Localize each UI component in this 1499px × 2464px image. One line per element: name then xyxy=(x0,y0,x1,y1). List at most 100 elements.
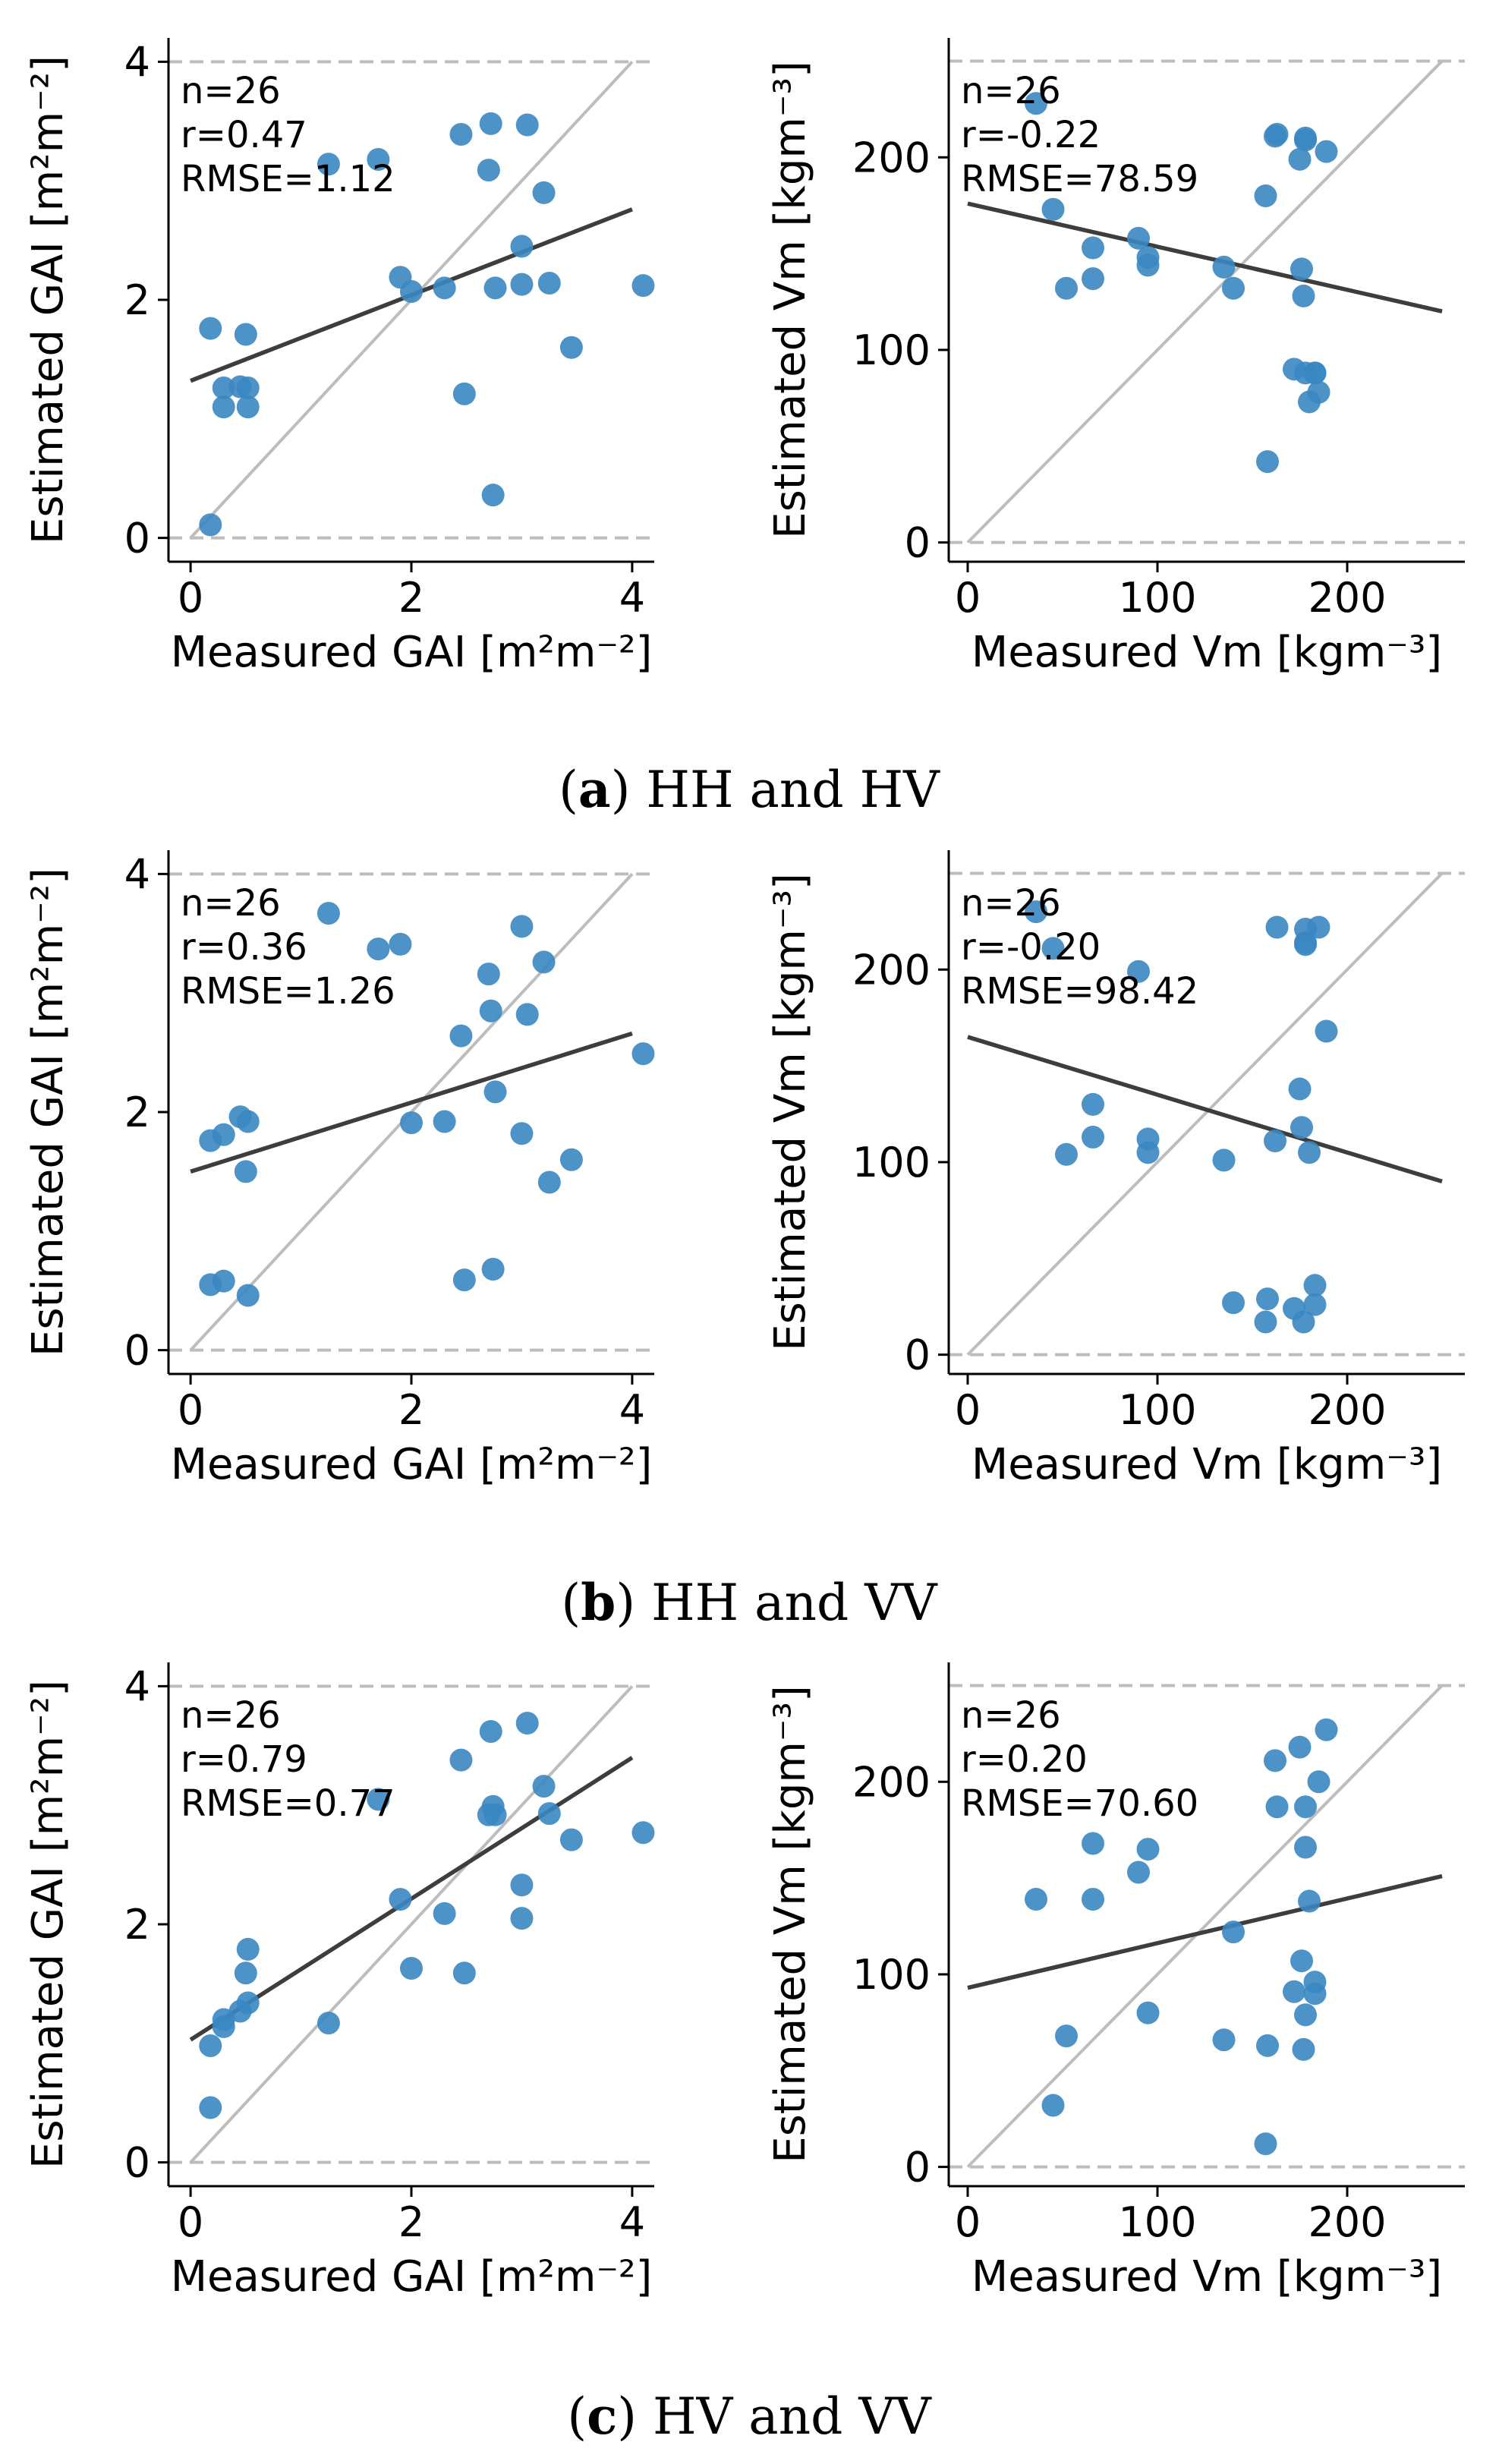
data-point xyxy=(1222,276,1245,300)
stats-label: r=0.79 xyxy=(181,1738,307,1781)
y-tick-label: 0 xyxy=(124,1327,150,1375)
x-tick-label: 0 xyxy=(178,1386,203,1434)
stats-label: RMSE=78.59 xyxy=(961,158,1198,200)
data-point xyxy=(212,377,235,400)
stats-label: n=26 xyxy=(961,70,1061,112)
data-point xyxy=(1127,959,1150,983)
data-point xyxy=(400,1111,423,1135)
x-axis-label: Measured Vm [kgm⁻³] xyxy=(972,1440,1442,1489)
data-point xyxy=(1212,1149,1236,1172)
data-point xyxy=(236,1937,260,1961)
data-point xyxy=(1127,1861,1150,1884)
data-point xyxy=(212,395,235,419)
y-tick-label: 0 xyxy=(905,1331,931,1379)
data-point xyxy=(532,950,556,974)
data-point xyxy=(483,276,507,300)
x-tick-label: 4 xyxy=(619,574,645,622)
data-point xyxy=(510,1122,534,1145)
data-point xyxy=(199,317,222,340)
data-point xyxy=(1041,937,1065,960)
data-point xyxy=(1127,226,1150,250)
data-point xyxy=(449,1748,473,1772)
x-tick-label: 100 xyxy=(1118,574,1196,622)
data-point xyxy=(452,1268,476,1292)
data-point xyxy=(1041,2094,1065,2117)
data-point xyxy=(1136,1141,1160,1164)
data-point xyxy=(212,1269,235,1293)
data-point xyxy=(1082,1832,1104,1855)
stats-label: RMSE=0.77 xyxy=(181,1782,395,1825)
x-axis-label: Measured GAI [m²m⁻²] xyxy=(171,2252,653,2302)
data-point xyxy=(1288,1735,1312,1759)
fit-line xyxy=(967,1035,1443,1183)
data-point xyxy=(1082,236,1104,260)
data-point xyxy=(1082,1125,1104,1149)
y-axis-label: Estimated GAI [m²m⁻²] xyxy=(24,868,73,1356)
data-point xyxy=(1254,1310,1277,1334)
data-point xyxy=(1222,1291,1245,1315)
x-tick-label: 100 xyxy=(1118,1386,1196,1434)
y-axis-label: Estimated Vm [kgm⁻³] xyxy=(766,1685,815,2163)
data-point xyxy=(1294,126,1317,150)
stats-label: n=26 xyxy=(181,70,281,112)
chart-c-gai: 0 2 4 0 2 4 Measured GAI [m²m⁻²] Estimated GAI … xyxy=(24,1662,655,2302)
data-point xyxy=(1254,184,1277,208)
stats-label: r=0.36 xyxy=(181,926,307,969)
data-point xyxy=(1025,92,1047,115)
data-point xyxy=(1265,1795,1289,1819)
data-point xyxy=(449,123,473,147)
data-point xyxy=(1294,1795,1317,1819)
data-point xyxy=(1307,380,1331,404)
caption-b: (b) HH and VV xyxy=(561,1573,937,1632)
data-point xyxy=(631,274,655,298)
data-point xyxy=(433,276,456,300)
y-tick-label: 4 xyxy=(124,38,150,86)
y-axis-label: Estimated Vm [kgm⁻³] xyxy=(766,873,815,1351)
data-point xyxy=(316,2012,340,2035)
y-tick-label: 200 xyxy=(852,134,931,181)
data-point xyxy=(452,382,476,405)
y-tick-label: 100 xyxy=(852,326,931,374)
data-point xyxy=(1082,267,1104,291)
data-point xyxy=(559,1828,583,1851)
data-point xyxy=(1212,255,1236,279)
data-point xyxy=(515,1711,539,1735)
x-tick-label: 200 xyxy=(1308,2198,1386,2246)
data-point xyxy=(477,963,500,986)
data-point xyxy=(481,484,505,507)
data-point xyxy=(510,273,534,296)
data-point xyxy=(1055,2024,1078,2048)
data-point xyxy=(367,1788,390,1811)
data-point xyxy=(316,153,340,176)
data-point xyxy=(479,1719,502,1743)
data-point xyxy=(1307,915,1331,939)
data-point xyxy=(234,1160,257,1183)
data-point xyxy=(199,2034,222,2057)
x-tick-label: 2 xyxy=(398,1386,424,1434)
data-point xyxy=(1082,1888,1104,1911)
data-point xyxy=(433,1110,456,1133)
data-point xyxy=(1303,361,1327,385)
y-tick-label: 4 xyxy=(124,1662,150,1710)
stats-label: r=-0.20 xyxy=(961,926,1101,969)
data-point xyxy=(537,1802,561,1826)
data-point xyxy=(1254,2132,1277,2156)
data-point xyxy=(1290,1116,1313,1139)
data-point xyxy=(1264,1749,1286,1772)
stats-label: n=26 xyxy=(181,1694,281,1737)
y-tick-label: 4 xyxy=(124,850,150,898)
x-tick-label: 4 xyxy=(619,1386,645,1434)
data-point xyxy=(236,1110,260,1133)
data-point xyxy=(515,113,539,137)
y-tick-label: 200 xyxy=(852,1758,931,1806)
data-point xyxy=(1212,2028,1236,2052)
data-point xyxy=(631,1042,655,1066)
data-point xyxy=(236,395,260,419)
data-point xyxy=(389,1888,412,1911)
x-tick-label: 0 xyxy=(955,574,981,622)
y-tick-label: 200 xyxy=(852,946,931,994)
x-tick-label: 2 xyxy=(398,2198,424,2246)
data-point xyxy=(1136,1838,1160,1861)
y-tick-label: 2 xyxy=(124,276,150,324)
